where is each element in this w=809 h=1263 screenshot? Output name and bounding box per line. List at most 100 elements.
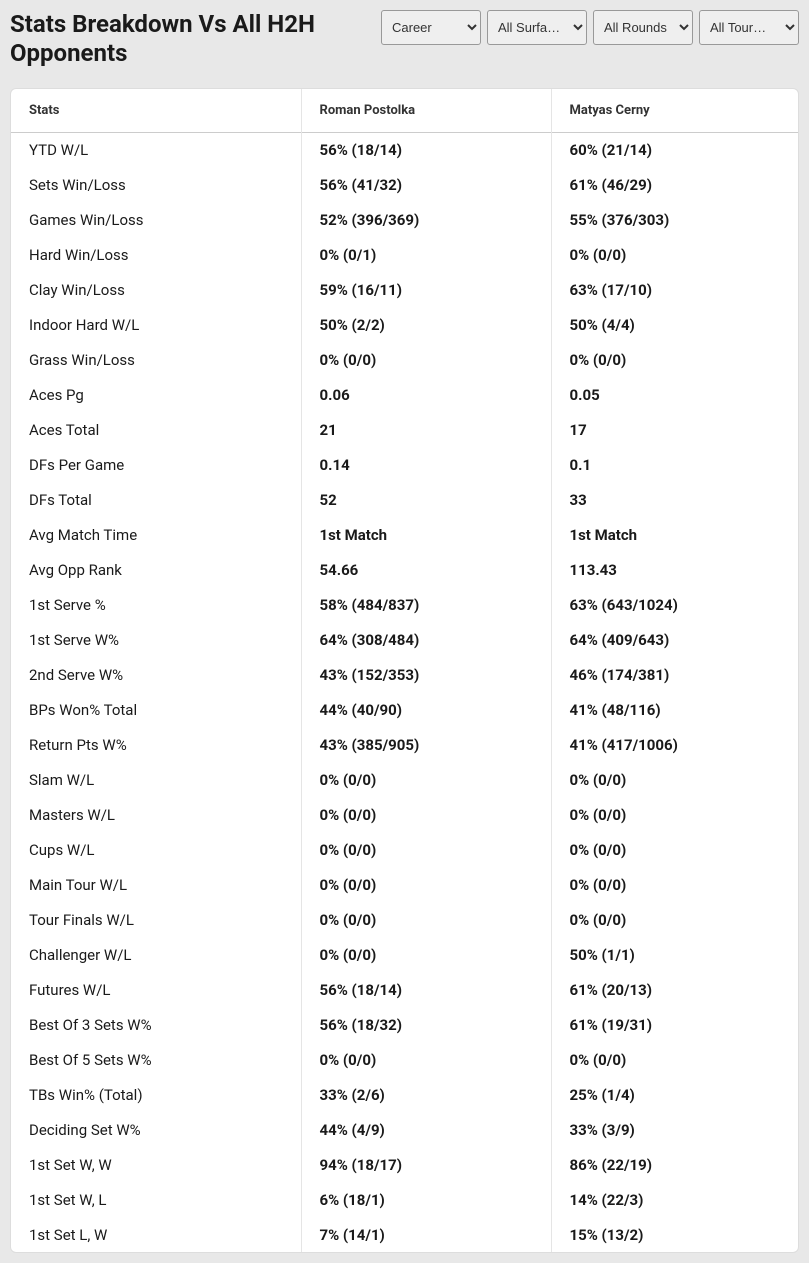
player-2-value: 61% (19/31): [551, 1007, 798, 1042]
player-1-value: 0% (0/1): [301, 237, 551, 272]
player-2-value: 33% (3/9): [551, 1112, 798, 1147]
table-row: Deciding Set W%44% (4/9)33% (3/9): [11, 1112, 798, 1147]
player-1-value: 44% (4/9): [301, 1112, 551, 1147]
player-2-value: 14% (22/3): [551, 1182, 798, 1217]
player-2-value: 63% (17/10): [551, 272, 798, 307]
table-row: Slam W/L0% (0/0)0% (0/0): [11, 762, 798, 797]
stat-label: DFs Per Game: [11, 447, 301, 482]
table-row: Challenger W/L0% (0/0)50% (1/1): [11, 937, 798, 972]
player-1-value: 58% (484/837): [301, 587, 551, 622]
player-1-value: 0% (0/0): [301, 832, 551, 867]
player-2-value: 0.05: [551, 377, 798, 412]
table-row: 1st Set W, L6% (18/1)14% (22/3): [11, 1182, 798, 1217]
stat-label: DFs Total: [11, 482, 301, 517]
player-2-value: 0% (0/0): [551, 797, 798, 832]
table-row: YTD W/L56% (18/14)60% (21/14): [11, 132, 798, 167]
stat-label: Games Win/Loss: [11, 202, 301, 237]
stat-label: 1st Serve W%: [11, 622, 301, 657]
player-1-value: 43% (385/905): [301, 727, 551, 762]
table-row: 2nd Serve W%43% (152/353)46% (174/381): [11, 657, 798, 692]
period-select[interactable]: Career: [381, 10, 481, 45]
stat-label: Aces Pg: [11, 377, 301, 412]
stat-label: Best Of 3 Sets W%: [11, 1007, 301, 1042]
page-title: Stats Breakdown Vs All H2H Opponents: [10, 10, 380, 68]
player-2-value: 0% (0/0): [551, 237, 798, 272]
player-2-value: 0% (0/0): [551, 902, 798, 937]
table-row: BPs Won% Total44% (40/90)41% (48/116): [11, 692, 798, 727]
tours-select[interactable]: All Tour…: [699, 10, 799, 45]
player-1-value: 33% (2/6): [301, 1077, 551, 1112]
table-row: DFs Per Game0.140.1: [11, 447, 798, 482]
player-2-value: 17: [551, 412, 798, 447]
player-2-value: 25% (1/4): [551, 1077, 798, 1112]
player-2-value: 33: [551, 482, 798, 517]
stat-label: Aces Total: [11, 412, 301, 447]
player-2-value: 0% (0/0): [551, 762, 798, 797]
table-row: Aces Total2117: [11, 412, 798, 447]
player-1-value: 1st Match: [301, 517, 551, 552]
player-1-value: 56% (18/14): [301, 132, 551, 167]
stat-label: 2nd Serve W%: [11, 657, 301, 692]
player-1-value: 94% (18/17): [301, 1147, 551, 1182]
stat-label: Cups W/L: [11, 832, 301, 867]
player-1-value: 0% (0/0): [301, 902, 551, 937]
player-1-value: 6% (18/1): [301, 1182, 551, 1217]
table-row: Cups W/L0% (0/0)0% (0/0): [11, 832, 798, 867]
filters-container: Career All Surfa… All Rounds All Tour…: [381, 10, 799, 45]
stat-label: Return Pts W%: [11, 727, 301, 762]
player-1-value: 54.66: [301, 552, 551, 587]
player-1-value: 44% (40/90): [301, 692, 551, 727]
stat-label: Hard Win/Loss: [11, 237, 301, 272]
table-row: Masters W/L0% (0/0)0% (0/0): [11, 797, 798, 832]
table-row: Best Of 3 Sets W%56% (18/32)61% (19/31): [11, 1007, 798, 1042]
stat-label: Challenger W/L: [11, 937, 301, 972]
stats-table-body: YTD W/L56% (18/14)60% (21/14)Sets Win/Lo…: [11, 132, 798, 1252]
player-2-value: 0% (0/0): [551, 342, 798, 377]
player-1-value: 21: [301, 412, 551, 447]
player-2-value: 50% (1/1): [551, 937, 798, 972]
player-1-value: 0% (0/0): [301, 937, 551, 972]
player-1-value: 50% (2/2): [301, 307, 551, 342]
player-2-value: 60% (21/14): [551, 132, 798, 167]
player-2-value: 86% (22/19): [551, 1147, 798, 1182]
player-1-value: 0% (0/0): [301, 1042, 551, 1077]
player-2-value: 61% (46/29): [551, 167, 798, 202]
player-1-value: 52% (396/369): [301, 202, 551, 237]
player-1-value: 0.06: [301, 377, 551, 412]
col-player-2: Matyas Cerny: [551, 89, 798, 133]
player-2-value: 15% (13/2): [551, 1217, 798, 1252]
table-row: Futures W/L56% (18/14)61% (20/13): [11, 972, 798, 1007]
stat-label: Avg Match Time: [11, 517, 301, 552]
surface-select[interactable]: All Surfa…: [487, 10, 587, 45]
player-1-value: 7% (14/1): [301, 1217, 551, 1252]
table-row: Best Of 5 Sets W%0% (0/0)0% (0/0): [11, 1042, 798, 1077]
col-stats: Stats: [11, 89, 301, 133]
table-row: Avg Match Time1st Match1st Match: [11, 517, 798, 552]
player-1-value: 0% (0/0): [301, 342, 551, 377]
table-row: Sets Win/Loss56% (41/32)61% (46/29): [11, 167, 798, 202]
stat-label: YTD W/L: [11, 132, 301, 167]
table-header-row: Stats Roman Postolka Matyas Cerny: [11, 89, 798, 133]
player-1-value: 56% (18/14): [301, 972, 551, 1007]
table-row: TBs Win% (Total)33% (2/6)25% (1/4): [11, 1077, 798, 1112]
stat-label: Sets Win/Loss: [11, 167, 301, 202]
player-2-value: 61% (20/13): [551, 972, 798, 1007]
player-2-value: 46% (174/381): [551, 657, 798, 692]
table-row: Grass Win/Loss0% (0/0)0% (0/0): [11, 342, 798, 377]
table-row: Aces Pg0.060.05: [11, 377, 798, 412]
player-1-value: 0.14: [301, 447, 551, 482]
table-row: 1st Set W, W94% (18/17)86% (22/19): [11, 1147, 798, 1182]
table-row: Main Tour W/L0% (0/0)0% (0/0): [11, 867, 798, 902]
stat-label: Indoor Hard W/L: [11, 307, 301, 342]
player-1-value: 0% (0/0): [301, 762, 551, 797]
table-row: 1st Set L, W7% (14/1)15% (13/2): [11, 1217, 798, 1252]
player-2-value: 113.43: [551, 552, 798, 587]
table-row: 1st Serve W%64% (308/484)64% (409/643): [11, 622, 798, 657]
rounds-select[interactable]: All Rounds: [593, 10, 693, 45]
stat-label: Slam W/L: [11, 762, 301, 797]
stat-label: Best Of 5 Sets W%: [11, 1042, 301, 1077]
stat-label: Tour Finals W/L: [11, 902, 301, 937]
header: Stats Breakdown Vs All H2H Opponents Car…: [0, 0, 809, 78]
player-1-value: 52: [301, 482, 551, 517]
table-row: Games Win/Loss52% (396/369)55% (376/303): [11, 202, 798, 237]
